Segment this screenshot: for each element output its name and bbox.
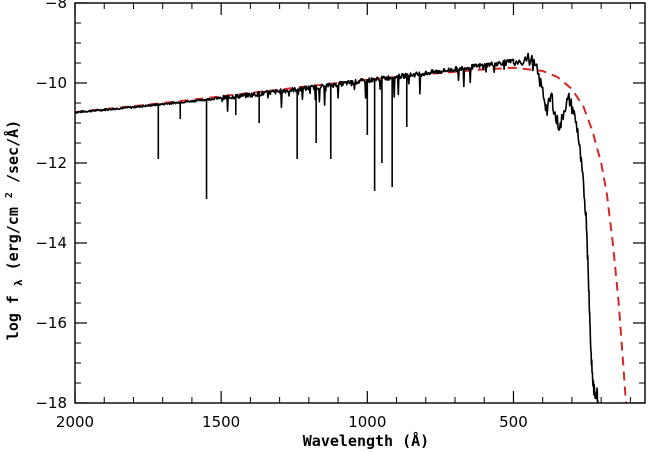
x-tick-label: 2000 — [56, 413, 94, 431]
series-model-dashed — [75, 66, 627, 403]
axis-ticks — [74, 2, 645, 404]
y-axis-label: log f λ (erg/cm 2 /sec/Å) — [0, 120, 26, 340]
series-observed-solid — [75, 52, 599, 403]
x-axis-label: Wavelength (Å) — [303, 431, 429, 450]
plot-frame — [74, 2, 646, 404]
series-layer — [75, 52, 627, 403]
x-tick-label: 1000 — [348, 413, 386, 431]
y-axis-label-mid: (erg/cm — [4, 207, 22, 270]
tick-labels: 2000 1500 1000 500 −8 −10 −12 −14 −16 −18 — [35, 0, 527, 431]
y-tick-label: −12 — [35, 154, 67, 172]
y-axis-label-prefix: log f — [4, 295, 22, 340]
x-tick-label: 500 — [499, 413, 528, 431]
y-tick-label: −16 — [35, 314, 67, 332]
y-tick-label: −8 — [45, 0, 67, 12]
y-axis-label-subscript: λ — [12, 279, 25, 286]
y-axis-label-suffix: /sec/Å) — [3, 120, 22, 183]
x-tick-label: 1500 — [202, 413, 240, 431]
y-tick-label: −14 — [35, 234, 67, 252]
y-tick-label: −10 — [35, 74, 67, 92]
y-axis-label-superscript: 2 — [4, 192, 15, 198]
y-tick-label: −18 — [35, 394, 67, 412]
